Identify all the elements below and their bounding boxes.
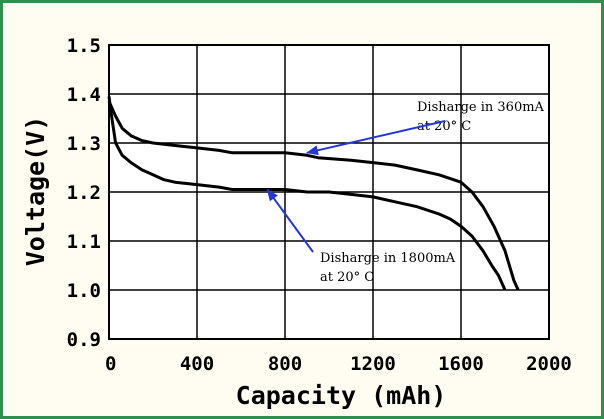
y-tick-label-2: 1.1 bbox=[67, 231, 101, 253]
y-tick-label-5: 1.4 bbox=[67, 84, 101, 106]
annotation-label-1-line1: Disharge in 1800mA bbox=[320, 251, 456, 266]
series-line-1 bbox=[107, 96, 507, 291]
annotation-arrow-1 bbox=[266, 188, 314, 253]
x-tick-label-3: 1200 bbox=[350, 353, 396, 375]
y-tick-label-1: 1.0 bbox=[67, 280, 101, 302]
x-tick-label-1: 400 bbox=[180, 353, 214, 375]
annotation-arrow-0 bbox=[306, 120, 446, 156]
x-tick-label-2: 800 bbox=[268, 353, 302, 375]
y-tick-label-0: 0.9 bbox=[67, 329, 101, 351]
x-axis-label: Capacity (mAh) bbox=[236, 381, 447, 410]
x-tick-label-0: 0 bbox=[105, 353, 116, 375]
annotation-label-0-line1: Disharge in 360mA bbox=[417, 100, 545, 115]
x-tick-label-5: 2000 bbox=[526, 353, 572, 375]
y-tick-label-4: 1.3 bbox=[67, 133, 101, 155]
y-tick-label-6: 1.5 bbox=[67, 35, 101, 57]
y-axis-label: Voltage(V) bbox=[21, 116, 50, 267]
series-line-0 bbox=[107, 100, 520, 291]
x-tick-label-4: 1600 bbox=[438, 353, 484, 375]
annotation-label-1-line2: at 20° C bbox=[320, 270, 374, 285]
y-tick-label-3: 1.2 bbox=[67, 182, 101, 204]
annotation-label-0-line2: at 20° C bbox=[417, 119, 471, 134]
plot-border bbox=[108, 44, 550, 340]
